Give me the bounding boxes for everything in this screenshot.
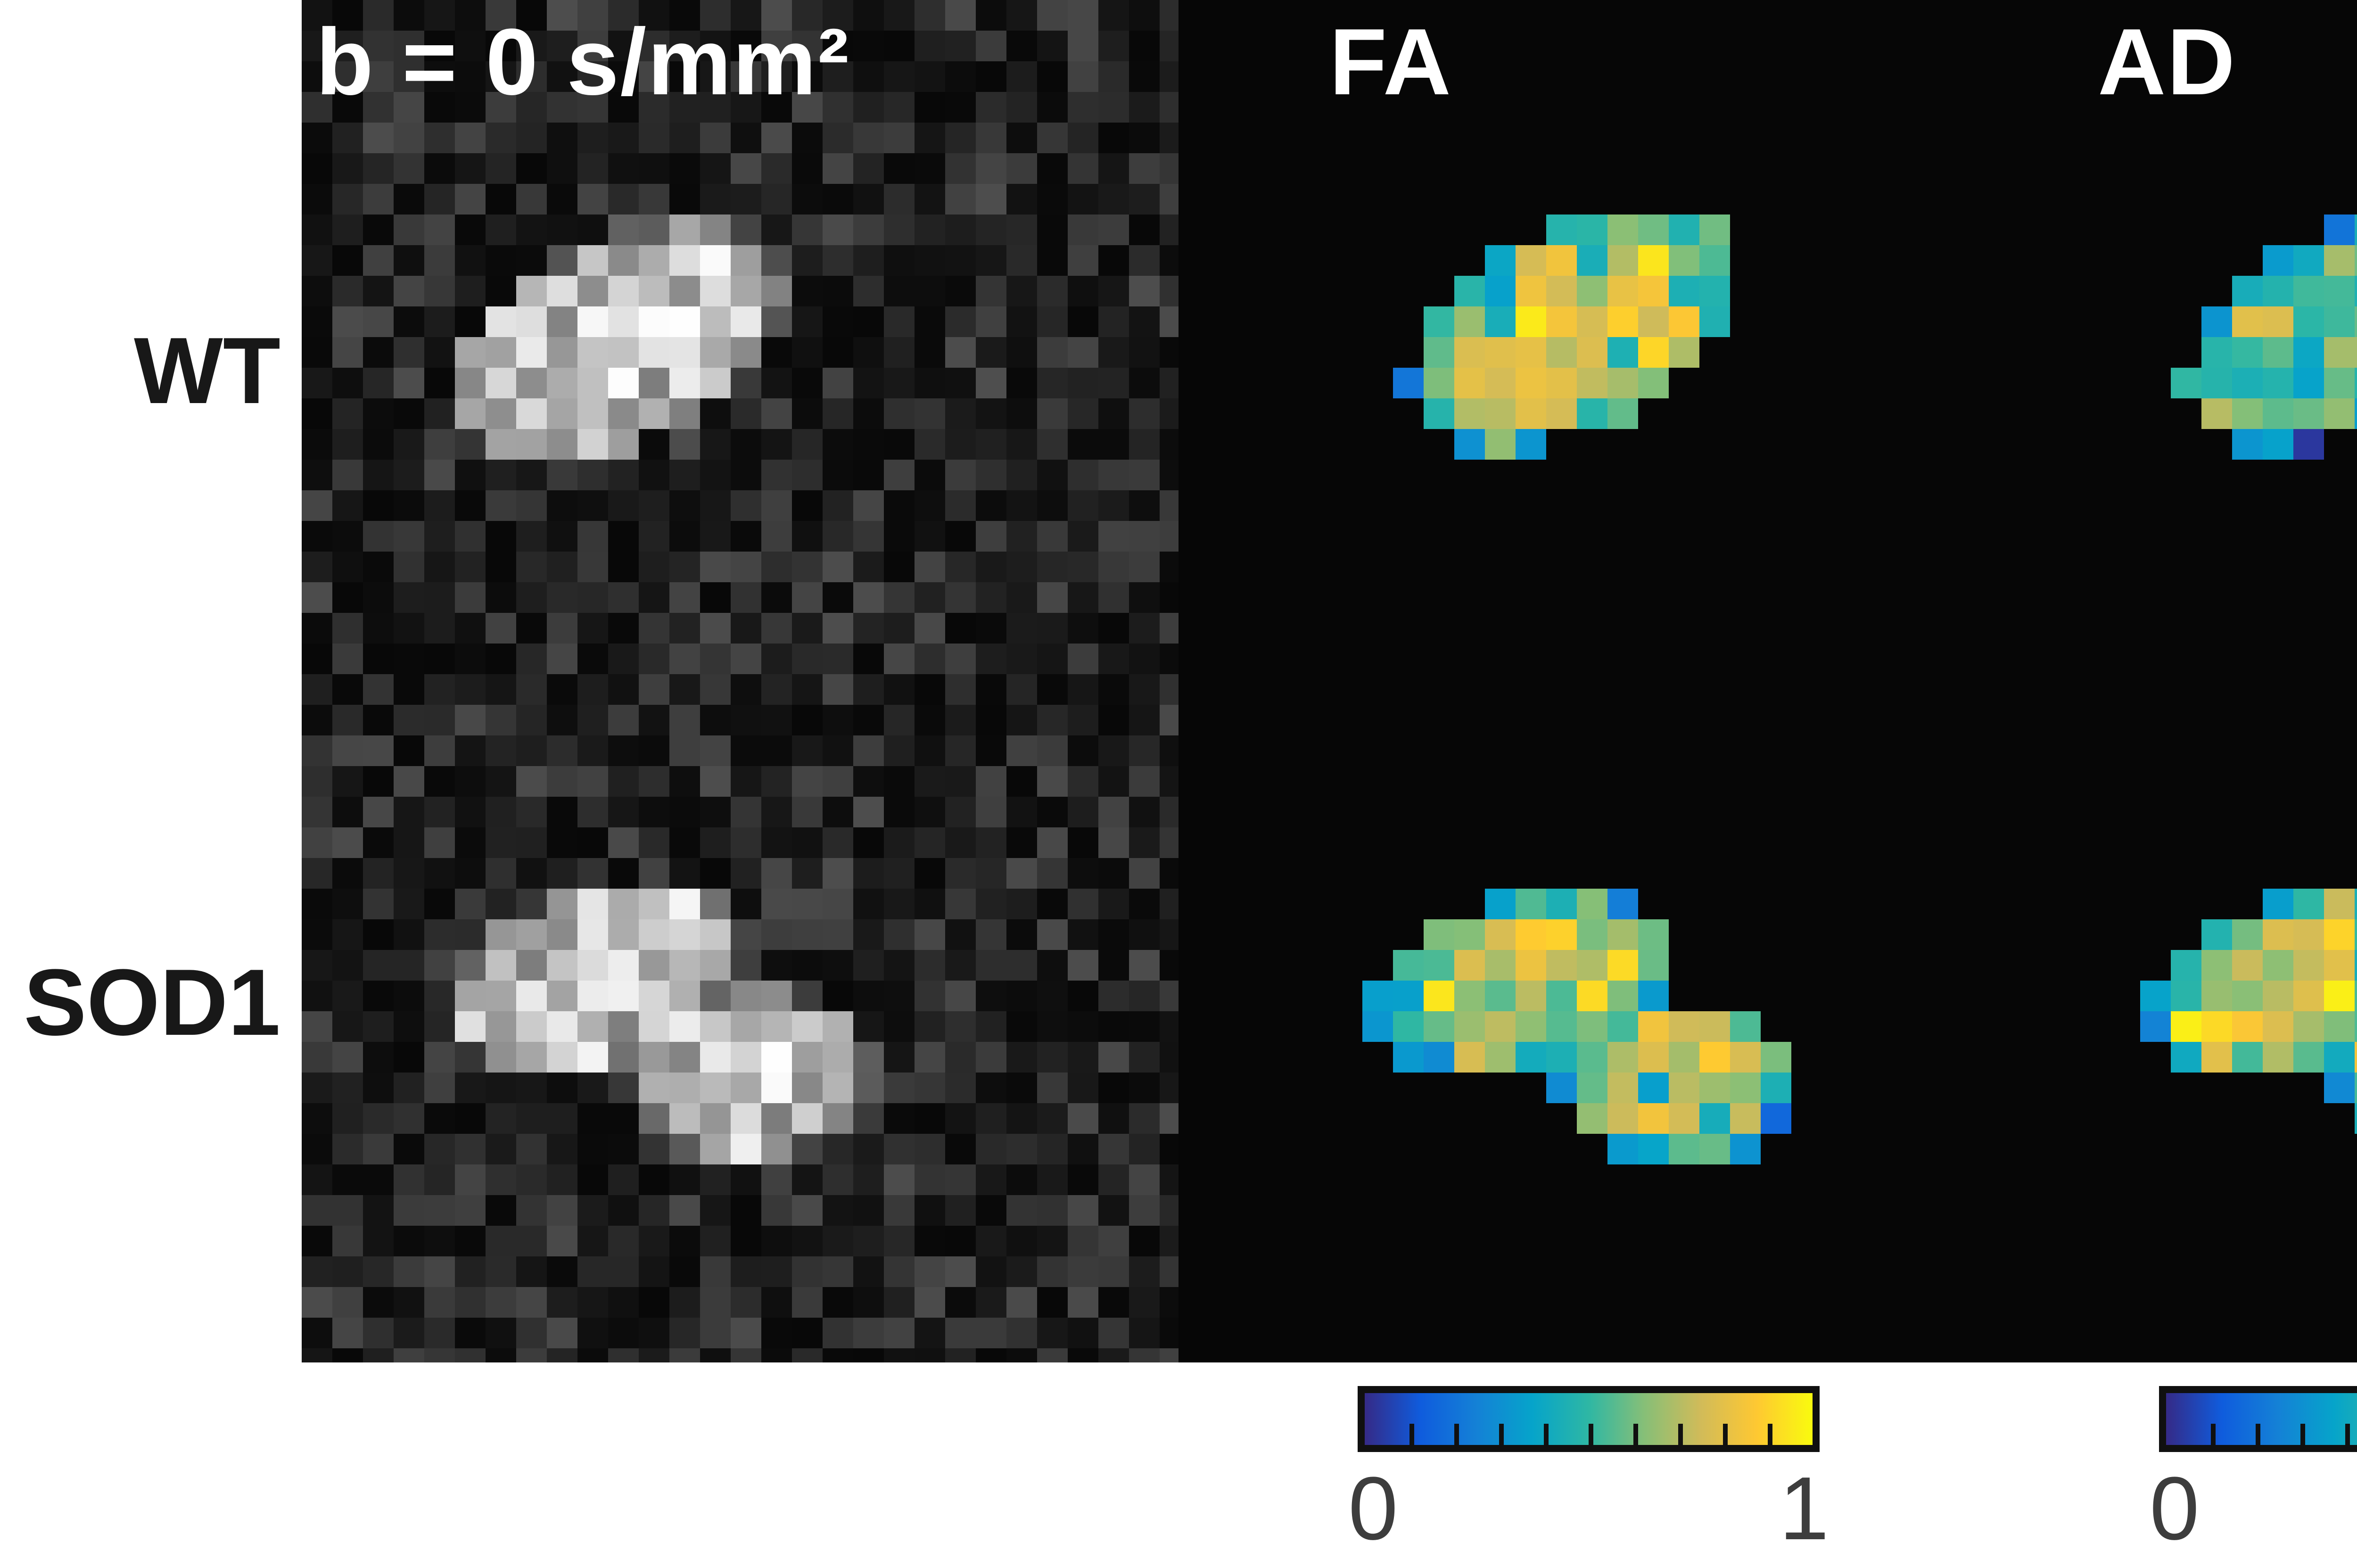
colorbar-min-label: 0 (1348, 1461, 1398, 1560)
colorbar-tick (2300, 1424, 2305, 1445)
colorbar-tick (1544, 1424, 1549, 1445)
ad-map (1956, 0, 2357, 1362)
image-panel: b = 0 s/mm² FA AD RD (302, 0, 2357, 1362)
column-label-ad: AD (2098, 12, 2236, 116)
row-label-sod1: SOD1 (24, 952, 280, 1056)
b0-image (302, 0, 1178, 1362)
colorbar-gradient (1358, 1386, 1820, 1452)
colorbar-fa: 0 1 (1348, 1386, 1829, 1565)
colorbar-tick (2211, 1424, 2216, 1445)
column-label-fa: FA (1329, 12, 1452, 116)
colorbar-max-label: 1 (1779, 1461, 1829, 1560)
colorbar-ad: 0 1.5 μm²/ms (2150, 1386, 2357, 1565)
colorbar-tick (1768, 1424, 1772, 1445)
colorbar-tick (2256, 1424, 2260, 1445)
column-label-b0: b = 0 s/mm² (316, 12, 850, 116)
colorbar-tick (1454, 1424, 1459, 1445)
row-label-wt: WT (134, 321, 280, 424)
fa-map (1178, 0, 1956, 1362)
colorbar-tick (1589, 1424, 1593, 1445)
colorbar-tick (2345, 1424, 2350, 1445)
colorbar-gradient (2159, 1386, 2357, 1452)
colorbar-min-label: 0 (2150, 1461, 2200, 1560)
colorbar-tick (1678, 1424, 1683, 1445)
colorbar-tick (1409, 1424, 1414, 1445)
colorbar-tick (1633, 1424, 1638, 1445)
colorbar-tick (1499, 1424, 1504, 1445)
colorbar-tick (1723, 1424, 1728, 1445)
